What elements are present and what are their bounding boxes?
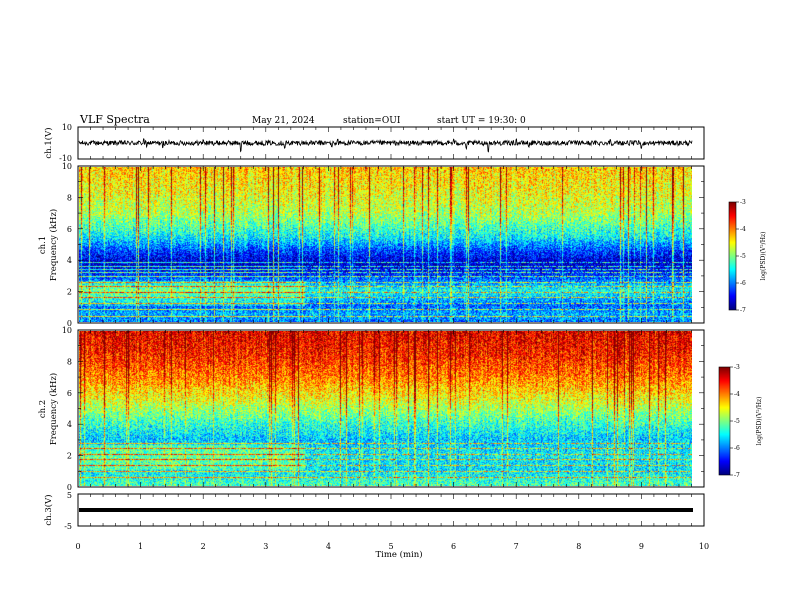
ch1-colorbar-tick-label: -3	[740, 199, 746, 206]
ch2-colorbar-ticks: -3 -4 -5 -6 -7	[730, 364, 740, 479]
time-axis-ticklabels: 0 1 2 3 4 5 6 7 8 9 10	[75, 542, 709, 551]
ch2-spectrogram-ytick-label: 10	[62, 326, 72, 335]
ch1-waveform-trace	[78, 138, 693, 153]
time-axis-ticklabel: 7	[514, 542, 519, 551]
ch1-waveform-frame	[77, 126, 705, 160]
ch2-spectrogram-channel-label: ch.2	[38, 400, 48, 418]
ch1-waveform-ytick-bottom: -10	[59, 154, 72, 163]
ch1-spectrogram-ytick-label: 6	[67, 225, 72, 234]
ch2-colorbar-tick-label: -6	[734, 445, 740, 452]
ch2-spectrogram-image	[79, 331, 692, 486]
ch2-spectrogram-yticklabels: 0 2 4 6 8 10	[62, 326, 72, 492]
ch1-colorbar-tick-label: -7	[740, 307, 746, 314]
ch1-colorbar-ticks: -3 -4 -5 -6 -7	[736, 199, 746, 314]
ch2-spectrogram-ytick-label: 2	[67, 452, 72, 461]
time-axis-ticklabel: 9	[639, 542, 644, 551]
station-label: station=OUI	[343, 116, 401, 126]
ch3-waveform-ytick-bottom: -5	[64, 522, 72, 531]
ch1-spectrogram-ytick-label: 0	[67, 319, 72, 328]
ch3-waveform-ylabel: ch.3(V)	[43, 494, 54, 525]
ch2-colorbar-tick-label: -3	[734, 364, 740, 371]
ch2-spectrogram-ytick-label: 0	[67, 483, 72, 492]
ch1-colorbar-tick-label: -4	[740, 226, 746, 233]
ch1-spectrogram-ytick-label: 8	[67, 193, 72, 202]
ch2-colorbar-tick-label: -7	[734, 472, 740, 479]
start-time-label: start UT = 19:30: 0	[437, 116, 526, 126]
ch1-spectrogram-channel-label: ch.1	[38, 236, 48, 254]
ch1-spectrogram-panel: 0 2 4 6 8 10 ch.1 Frequency (kHz)	[38, 162, 705, 328]
ch1-colorbar-label: log(PSD)(V²/Hz)	[760, 232, 767, 281]
ch3-waveform-ytick-top: 5	[67, 491, 72, 500]
date-label: May 21, 2024	[252, 116, 315, 126]
ch1-spectrogram-ytick-label: 10	[62, 162, 72, 171]
ch2-colorbar-label: log(PSD)(V²/Hz)	[756, 397, 763, 446]
ch3-waveform-trace	[79, 508, 693, 512]
ch3-waveform-panel: 5 -5 ch.3(V)	[43, 491, 705, 531]
ch1-colorbar-tick-label: -5	[740, 253, 746, 260]
ch1-spectrogram-image	[79, 167, 692, 322]
ch1-colorbar-image	[729, 202, 736, 310]
ch1-spectrogram-frame	[77, 165, 705, 324]
ch2-colorbar-image	[719, 367, 730, 475]
time-axis-ticklabel: 6	[451, 542, 456, 551]
time-axis-ticklabel: 10	[699, 542, 709, 551]
time-axis-ticklabel: 1	[138, 542, 143, 551]
ch2-spectrogram-ytick-label: 8	[67, 357, 72, 366]
ch2-colorbar-tick-label: -5	[734, 418, 740, 425]
ch1-colorbar: -3 -4 -5 -6 -7 log(PSD)(V²/Hz)	[728, 199, 767, 314]
figure-title: VLF Spectra	[79, 113, 150, 126]
ch2-spectrogram-ylabel: Frequency (kHz)	[48, 373, 59, 445]
time-axis-ticklabel: 2	[201, 542, 206, 551]
ch2-spectrogram-frame	[77, 329, 705, 488]
ch1-spectrogram-ytick-label: 4	[67, 256, 72, 265]
ch2-spectrogram-ytick-label: 4	[67, 420, 72, 429]
time-axis-ticklabel: 5	[388, 542, 393, 551]
ch1-spectrogram-yticklabels: 0 2 4 6 8 10	[62, 162, 72, 328]
ch3-waveform-frame	[77, 493, 705, 527]
ch2-spectrogram-ytick-label: 6	[67, 389, 72, 398]
ch2-spectrogram-panel: 0 2 4 6 8 10 ch.2 Frequency (kHz)	[38, 326, 705, 492]
time-axis-ticklabel: 4	[326, 542, 331, 551]
ch1-waveform-ylabel: ch.1(V)	[43, 127, 54, 158]
time-axis-ticklabel: 0	[75, 542, 80, 551]
ch1-colorbar-tick-label: -6	[740, 280, 746, 287]
time-axis-ticklabel: 3	[263, 542, 268, 551]
time-axis-ticklabel: 8	[576, 542, 581, 551]
ch2-colorbar: -3 -4 -5 -6 -7 log(PSD)(V²/Hz)	[718, 364, 763, 479]
ch1-waveform-ytick-top: 10	[62, 123, 72, 132]
ch1-waveform-panel: 10 -10 ch.1(V)	[43, 123, 705, 163]
ch1-spectrogram-ylabel: Frequency (kHz)	[48, 209, 59, 281]
ch1-spectrogram-ytick-label: 2	[67, 288, 72, 297]
time-axis-label: Time (min)	[375, 549, 422, 560]
ch2-colorbar-tick-label: -4	[734, 391, 740, 398]
